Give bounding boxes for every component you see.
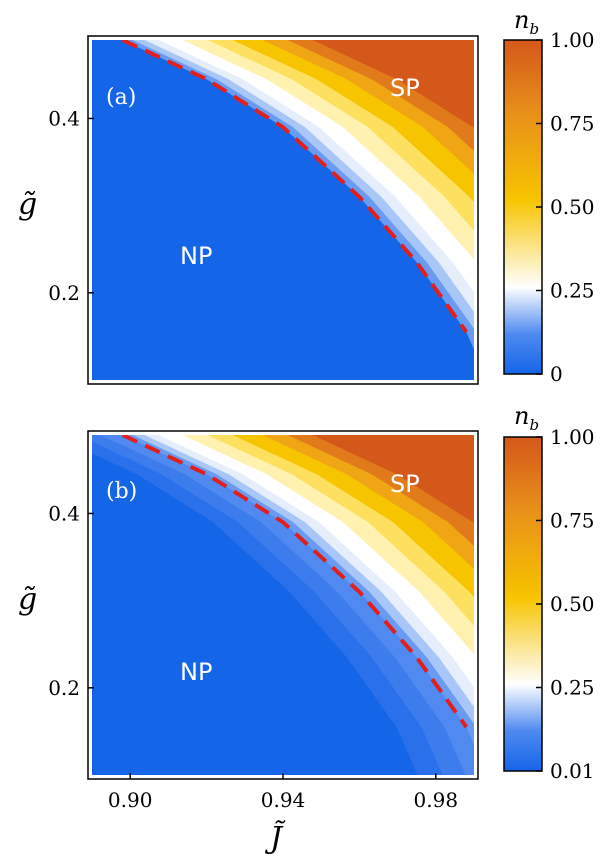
ytick-label-1: 0.4 [48, 106, 80, 130]
cb-tick-label-4: 0 [550, 362, 563, 386]
panel-a-ylabel: g̃ [18, 187, 37, 222]
panel-a-heatmap [92, 40, 474, 380]
panel-b: (b) NP SP 0.2 0.4 0.90 0.94 0.98 g̃ J̃ [18, 430, 479, 856]
cb-tick-label-3: 0.25 [550, 279, 595, 303]
cb-tick-label-1: 0.75 [550, 509, 595, 533]
colorbar-a-bar [503, 39, 543, 375]
xtick-label-1: 0.94 [261, 788, 306, 812]
colorbar-b-title: nb [514, 402, 539, 434]
ytick-label-0: 0.2 [48, 676, 80, 700]
colorbar-b-ticks: 1.00 0.75 0.50 0.25 0.01 [536, 425, 595, 783]
colorbar-b-bar [503, 436, 543, 772]
cb-tick-label-2: 0.50 [550, 195, 595, 219]
panel-a-yticks: 0.2 0.4 [48, 106, 94, 305]
colorbar-b-title-sub: b [529, 416, 539, 434]
ytick-label-0: 0.2 [48, 281, 80, 305]
cb-tick-label-4: 0.01 [550, 759, 595, 783]
xtick-label-0: 0.90 [108, 788, 153, 812]
panel-b-boundary-line [121, 433, 468, 729]
panel-b-ylabel: g̃ [18, 582, 37, 617]
heatmap-band-9 [312, 435, 474, 524]
cb-tick-label-3: 0.25 [550, 676, 595, 700]
xtick-label-2: 0.98 [414, 788, 459, 812]
panel-b-xlabel: J̃ [264, 821, 286, 856]
cb-tick-label-1: 0.75 [550, 112, 595, 136]
panel-b-region-np: NP [180, 658, 212, 686]
cb-tick-label-2: 0.50 [550, 592, 595, 616]
panel-a-region-sp: SP [390, 74, 420, 102]
ytick-label-1: 0.4 [48, 501, 80, 525]
panel-a-boundary-line [121, 38, 468, 334]
colorbar-a-title-n: n [514, 6, 529, 34]
panel-b-xticks: 0.90 0.94 0.98 [108, 773, 458, 812]
colorbar-a-title-sub: b [529, 20, 539, 38]
panel-a: (a) NP SP 0.2 0.4 g̃ [18, 35, 479, 385]
heatmap-band-9 [312, 40, 474, 129]
panel-a-label: (a) [106, 85, 136, 110]
cb-tick-label-0: 1.00 [550, 28, 595, 52]
colorbar-a-title: nb [514, 6, 539, 38]
colorbar-b-title-n: n [514, 402, 529, 430]
panel-b-label: (b) [106, 479, 137, 504]
panel-a-inner-frame [88, 36, 478, 384]
panel-a-region-np: NP [180, 242, 212, 270]
colorbar-b: nb 1.00 0.75 0.50 0.25 0.01 [503, 402, 595, 783]
panel-b-region-sp: SP [390, 470, 420, 498]
cb-tick-label-0: 1.00 [550, 425, 595, 449]
panel-b-heatmap [92, 435, 474, 775]
colorbar-a-ticks: 1.00 0.75 0.50 0.25 0 [536, 28, 595, 386]
panel-a-frame [87, 35, 479, 385]
panel-b-yticks: 0.2 0.4 [48, 501, 94, 700]
colorbar-a: nb 1.00 0.75 0.50 0.25 0 [503, 6, 595, 386]
